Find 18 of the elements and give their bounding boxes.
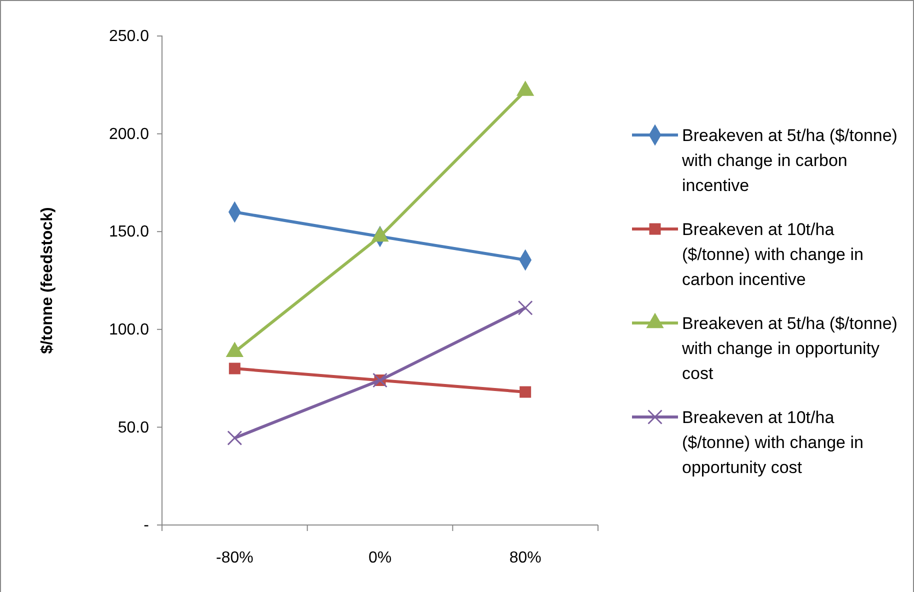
point bbox=[520, 386, 532, 398]
y-tick-label: 150.0 bbox=[108, 224, 150, 241]
y-tick-label: 100.0 bbox=[108, 322, 150, 339]
point bbox=[228, 362, 240, 374]
legend-label: Breakeven at 5t/ha ($/tonne) with change in opportunity cost bbox=[681, 314, 898, 383]
x-tick-label: -80% bbox=[216, 549, 254, 566]
point bbox=[227, 430, 242, 446]
y-axis-title: $/tonne (feedstock) bbox=[39, 207, 56, 354]
x-tick-label: 0% bbox=[368, 549, 392, 566]
y-tick-label: 200.0 bbox=[108, 126, 150, 143]
legend-label: Breakeven at 10t/ha ($/tonne) with change in carbon incentive bbox=[682, 220, 864, 289]
legend-label: Breakeven at 10t/ha ($/tonne) with change in opportunity cost bbox=[682, 408, 864, 477]
y-tick-label: - bbox=[144, 517, 149, 534]
y-tick-label: 50.0 bbox=[118, 419, 150, 436]
point bbox=[518, 300, 533, 316]
y-tick-label: 250.0 bbox=[108, 28, 150, 46]
legend-label: Breakeven at 5t/ha ($/tonne) with change in carbon incentive bbox=[681, 126, 898, 195]
x-tick-label: 80% bbox=[509, 549, 542, 566]
